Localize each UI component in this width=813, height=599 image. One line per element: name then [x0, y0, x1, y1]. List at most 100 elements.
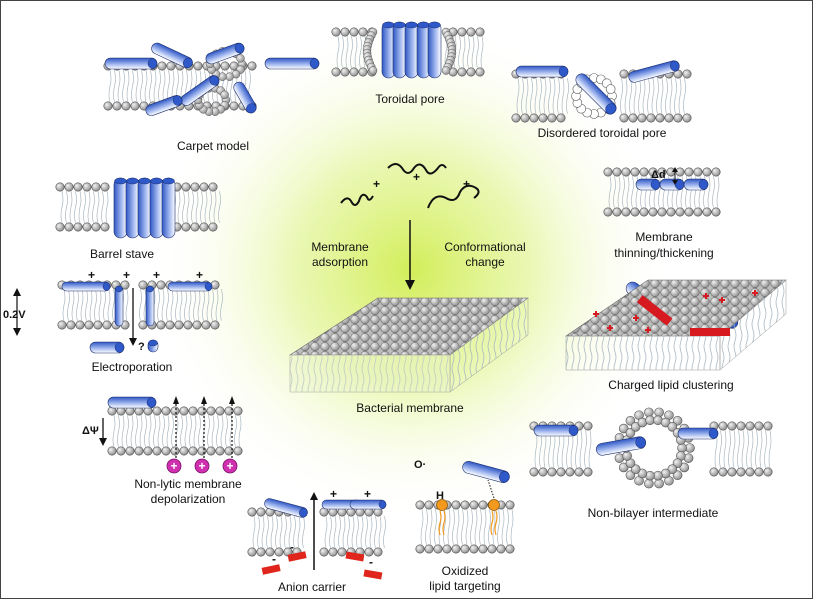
mark-layer: + + + — [166, 290, 758, 580]
barrel-peptide — [113, 177, 128, 239]
micelle-lipid — [225, 72, 234, 81]
charged-lipid-slab — [565, 279, 787, 371]
lipid-head — [460, 500, 470, 510]
lipid-head — [157, 61, 167, 71]
charged-lipid-marker — [645, 327, 651, 333]
toroidal-bilayer — [331, 27, 485, 77]
lipid-head — [84, 320, 94, 330]
label-non-lytic-2: depolarization — [151, 492, 226, 506]
random-coil-peptides — [340, 163, 480, 209]
delta-d-label: Δd — [651, 169, 666, 181]
anion-block — [363, 569, 383, 580]
electro-charge-4: + — [196, 268, 203, 282]
lipid-head — [224, 446, 234, 456]
charged-lipid-marker — [703, 293, 709, 299]
nonbilayer-bilayer — [529, 421, 773, 477]
lipid-head — [247, 61, 257, 71]
lipid-head — [373, 547, 383, 557]
barrel-peptide — [137, 177, 152, 239]
lipid-head — [655, 113, 665, 123]
lipid-head — [75, 320, 85, 330]
lipid-head — [152, 406, 162, 416]
lipid-head — [693, 167, 703, 177]
lipid-head — [612, 207, 622, 217]
charged-cluster-block — [690, 328, 730, 336]
lipid-head — [630, 207, 640, 217]
electro-question: ? — [138, 341, 145, 353]
bilayer-fusion-lipid — [618, 423, 629, 434]
lipid-head — [424, 544, 434, 554]
barrel-peptide — [149, 177, 164, 239]
disordered-peptide — [628, 60, 680, 83]
charged-lipid-marker — [633, 315, 639, 321]
bacterial-membrane-slab — [288, 297, 529, 393]
bilayer-fusion-lipid — [679, 462, 690, 473]
lipid-head — [134, 446, 144, 456]
anion-minus-3: - — [369, 555, 373, 569]
lipid-head — [547, 467, 557, 477]
lipid-head — [229, 61, 239, 71]
lipid-head — [193, 61, 203, 71]
lipid-head — [711, 207, 721, 217]
lipid-head — [648, 167, 658, 177]
cation-bead — [194, 458, 210, 474]
lipid-head — [511, 113, 521, 123]
lipid-head — [487, 544, 497, 554]
lipid-head — [637, 113, 647, 123]
label-carpet-model: Carpet model — [177, 139, 249, 153]
lipid-head — [648, 207, 658, 217]
lipid-head — [478, 500, 488, 510]
bilayer-fusion-lipid — [685, 443, 695, 453]
lipid-head — [170, 406, 180, 416]
lipid-head — [156, 320, 166, 330]
lipid-head — [505, 500, 515, 510]
bilayer-fusion-lipid — [667, 422, 678, 432]
lipid-head — [55, 182, 65, 192]
lipid-head — [442, 544, 452, 554]
charged-lipid-marker — [607, 325, 613, 331]
lipid-head — [693, 207, 703, 217]
lipid-head — [457, 67, 467, 77]
delta-psi-label: ΔΨ — [82, 425, 99, 437]
lipid-head — [736, 467, 746, 477]
lipid-head — [646, 113, 656, 123]
oxidized-lipid-tail — [490, 510, 498, 536]
lipid-head — [666, 207, 676, 217]
label-conformational-change-1: Conformational — [444, 240, 525, 254]
lipid-head — [256, 547, 266, 557]
lipid-head — [349, 67, 359, 77]
lipid-head — [415, 500, 425, 510]
lipid-head — [64, 222, 74, 232]
electro-arrow — [129, 288, 137, 346]
bilayer-fusion-lipid — [618, 462, 629, 473]
bilayer-fusion-lipid — [653, 470, 663, 481]
lipid-head — [233, 406, 243, 416]
lipid-head — [121, 101, 131, 111]
lipid-head — [247, 547, 257, 557]
lipid-head — [583, 467, 593, 477]
toroidal-peptide — [392, 21, 407, 79]
cation-charge: + — [198, 459, 205, 473]
lipid-head — [364, 547, 374, 557]
oxidized-lipid-head — [436, 499, 448, 511]
lipid-head — [718, 467, 728, 477]
lipid-head — [181, 222, 191, 232]
lipid-head — [466, 27, 476, 37]
charged-cluster-block — [636, 295, 673, 326]
label-toroidal-pore: Toroidal pore — [375, 92, 445, 106]
lipid-head — [174, 320, 184, 330]
lipid-head — [763, 467, 773, 477]
bilayer-fusion-lipid — [630, 464, 641, 474]
lipid-head — [57, 320, 67, 330]
lipid-head — [340, 67, 350, 77]
lipid-head — [727, 421, 737, 431]
lipid-head — [181, 182, 191, 192]
lipid-head — [754, 421, 764, 431]
anion-block — [261, 564, 281, 575]
bilayer-fusion-lipid — [672, 470, 683, 481]
lipid-head — [165, 320, 175, 330]
lipid-head — [103, 101, 113, 111]
pore-lipid — [441, 66, 451, 75]
lipid-head — [143, 446, 153, 456]
lipid-head — [621, 207, 631, 217]
